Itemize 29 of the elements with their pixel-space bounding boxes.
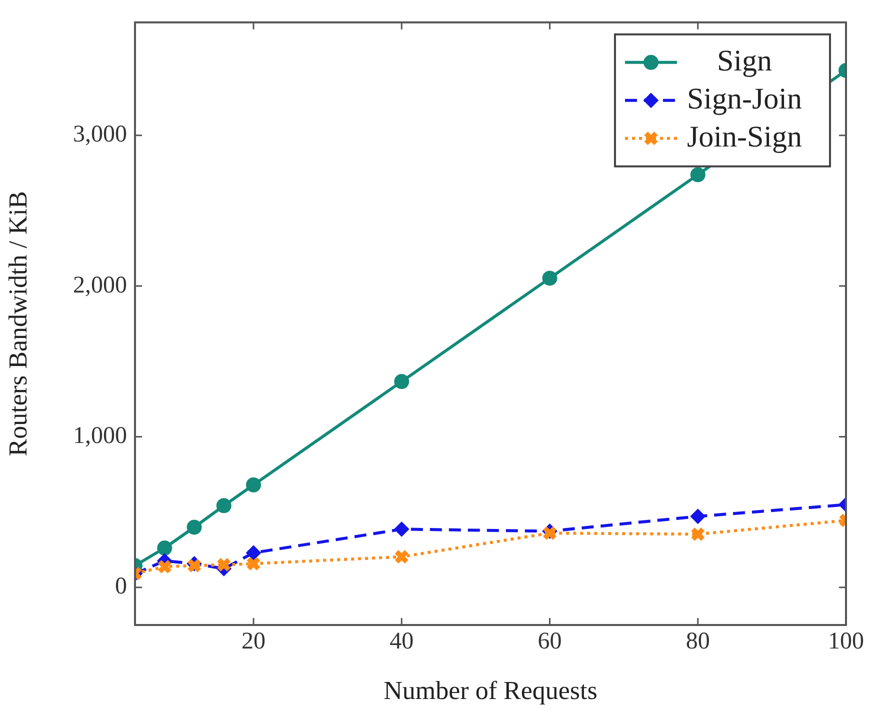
point [246, 477, 261, 492]
point [394, 522, 410, 537]
x-tick-label: 60 [538, 628, 562, 655]
point [216, 557, 232, 572]
x-tick-label: 80 [686, 628, 710, 655]
point [394, 549, 410, 564]
point [690, 526, 706, 542]
y-axis-title: Routers Bandwidth / KiB [3, 191, 32, 456]
point [157, 540, 172, 556]
point [690, 508, 706, 524]
legend-label: Sign-Join [686, 82, 802, 116]
point [542, 270, 558, 286]
y-tick-label: 2,000 [73, 272, 127, 298]
point [186, 520, 202, 535]
point [394, 374, 410, 390]
y-tick-label: 0 [115, 574, 127, 600]
x-tick-label: 20 [242, 628, 266, 655]
point [246, 556, 261, 572]
point [157, 559, 172, 574]
x-tick-label: 40 [390, 628, 414, 655]
point [216, 498, 232, 514]
legend-label: Join-Sign [686, 120, 802, 154]
x-tick-label: 100 [828, 628, 864, 655]
y-tick-label: 3,000 [73, 122, 127, 148]
x-axis-title: Number of Requests [384, 676, 598, 706]
point [246, 545, 261, 560]
point [690, 167, 706, 182]
legend-label: Sign [716, 44, 772, 78]
y-tick-label: 1,000 [73, 422, 127, 449]
